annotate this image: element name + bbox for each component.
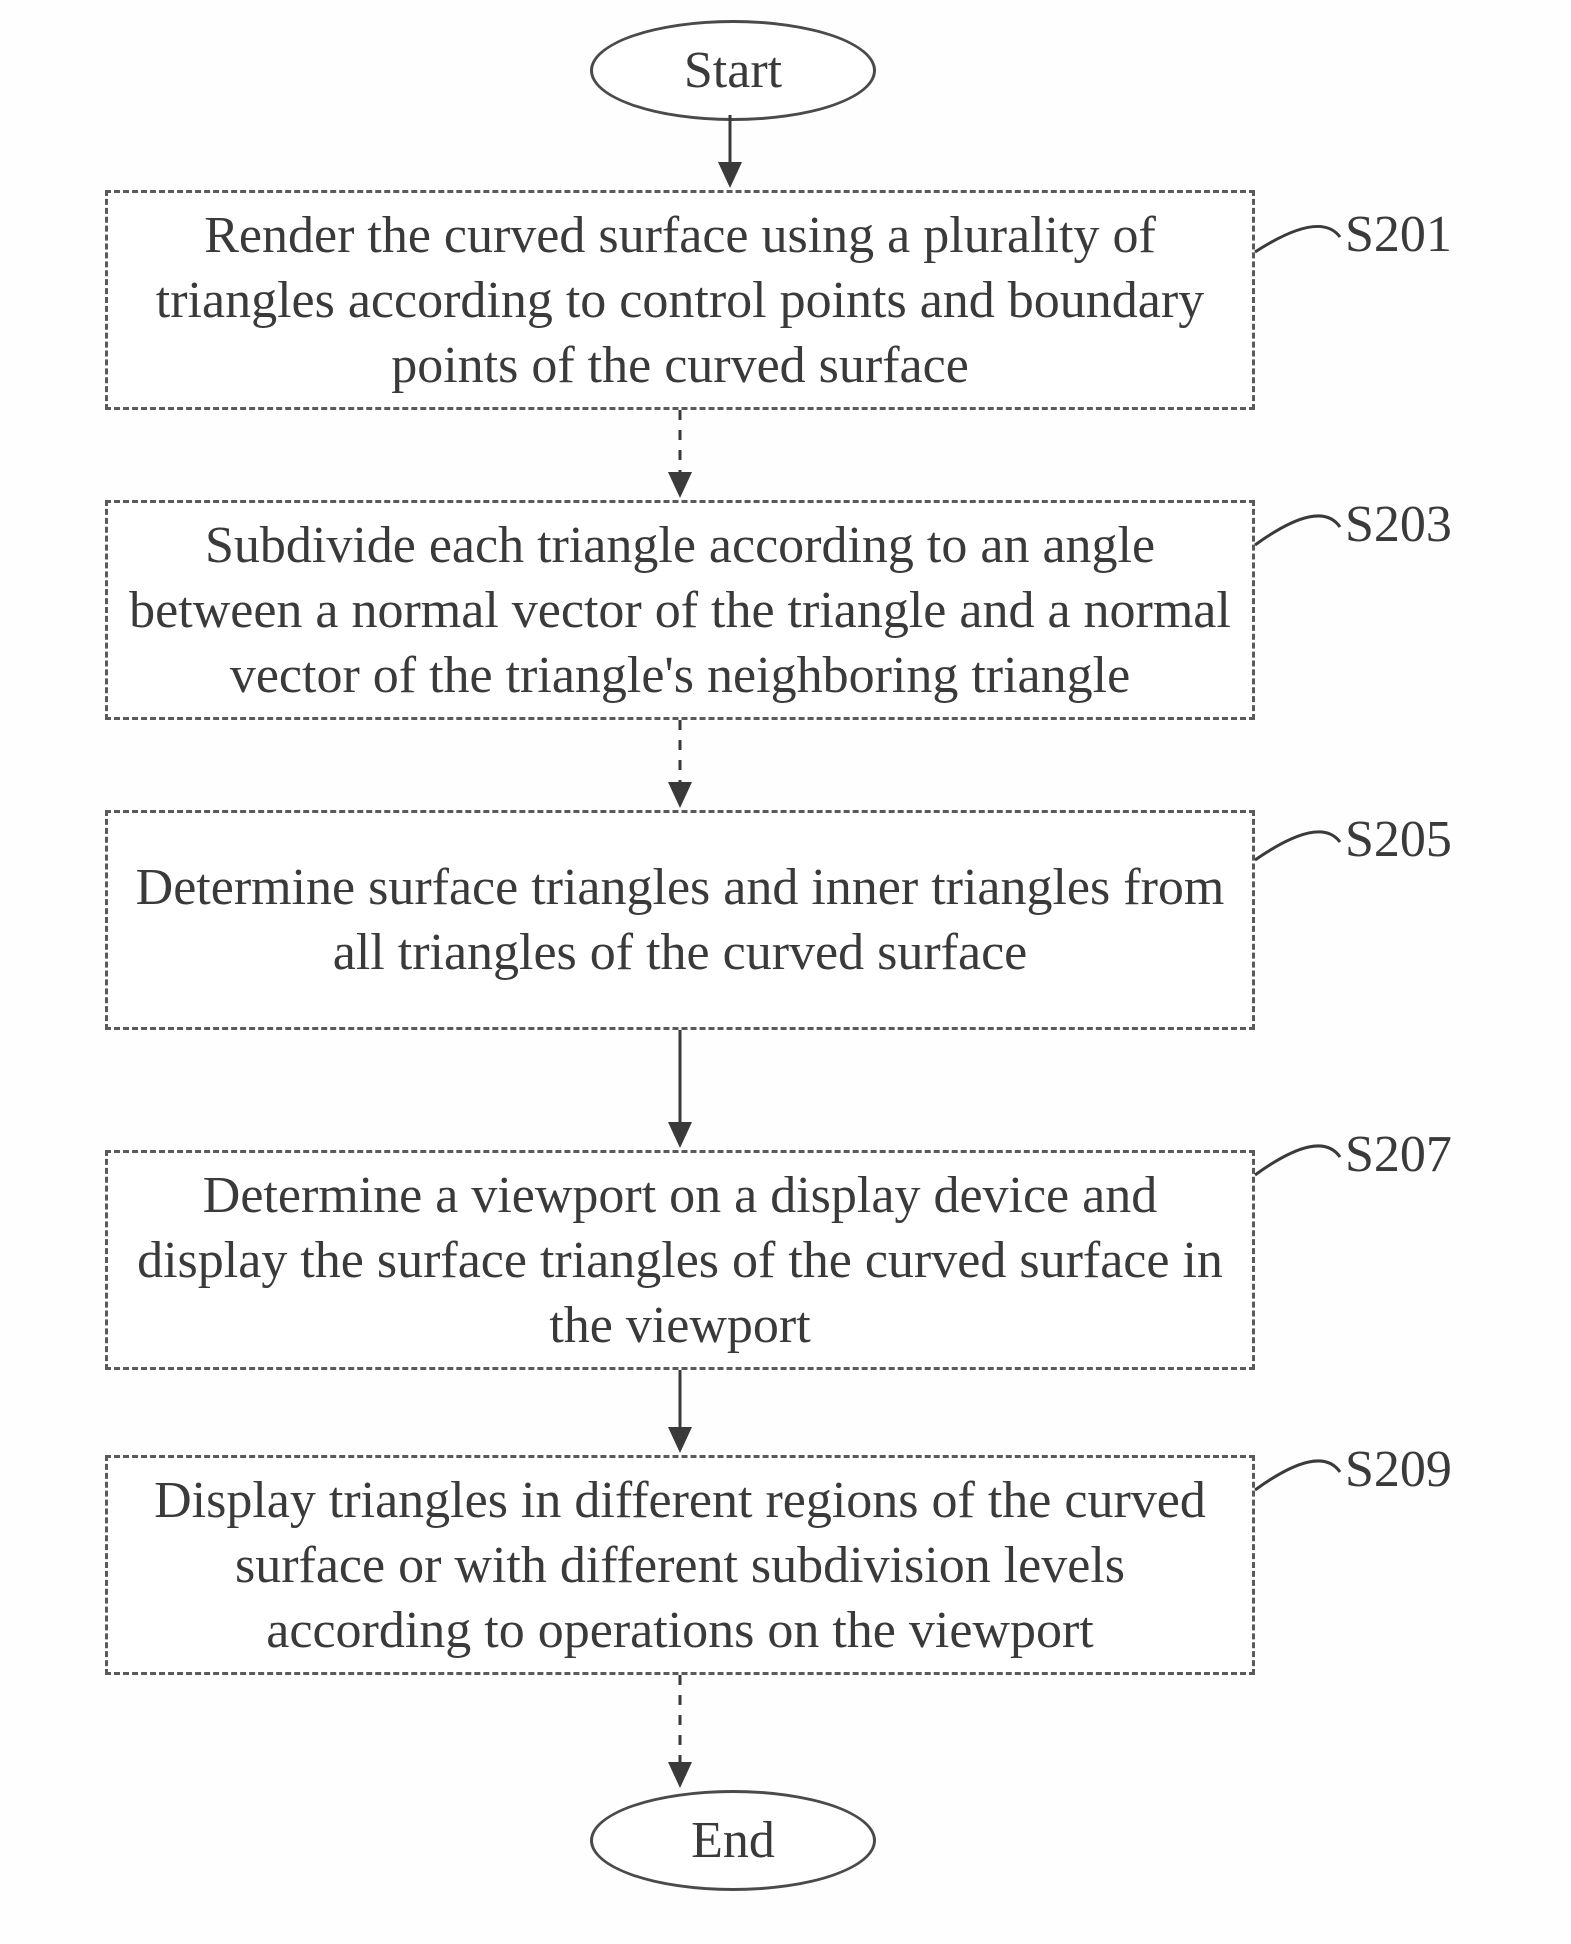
step-s203-text: Subdivide each triangle according to an …: [126, 513, 1234, 708]
step-s207: Determine a viewport on a display device…: [105, 1150, 1255, 1370]
label-s203: S203: [1345, 495, 1452, 554]
label-s207: S207: [1345, 1125, 1452, 1184]
step-s209-text: Display triangles in different regions o…: [126, 1468, 1234, 1663]
start-node: Start: [590, 20, 876, 121]
end-label: End: [691, 1811, 775, 1870]
step-s203: Subdivide each triangle according to an …: [105, 500, 1255, 720]
step-s205: Determine surface triangles and inner tr…: [105, 810, 1255, 1030]
end-node: End: [590, 1790, 876, 1891]
label-s205: S205: [1345, 810, 1452, 869]
step-s201-text: Render the curved surface using a plural…: [126, 203, 1234, 398]
label-s201: S201: [1345, 205, 1452, 264]
start-label: Start: [684, 41, 782, 100]
step-s207-text: Determine a viewport on a display device…: [126, 1163, 1234, 1358]
step-s201: Render the curved surface using a plural…: [105, 190, 1255, 410]
label-s209: S209: [1345, 1440, 1452, 1499]
flowchart-canvas: Start End Render the curved surface usin…: [0, 0, 1571, 1944]
step-s209: Display triangles in different regions o…: [105, 1455, 1255, 1675]
step-s205-text: Determine surface triangles and inner tr…: [126, 855, 1234, 985]
